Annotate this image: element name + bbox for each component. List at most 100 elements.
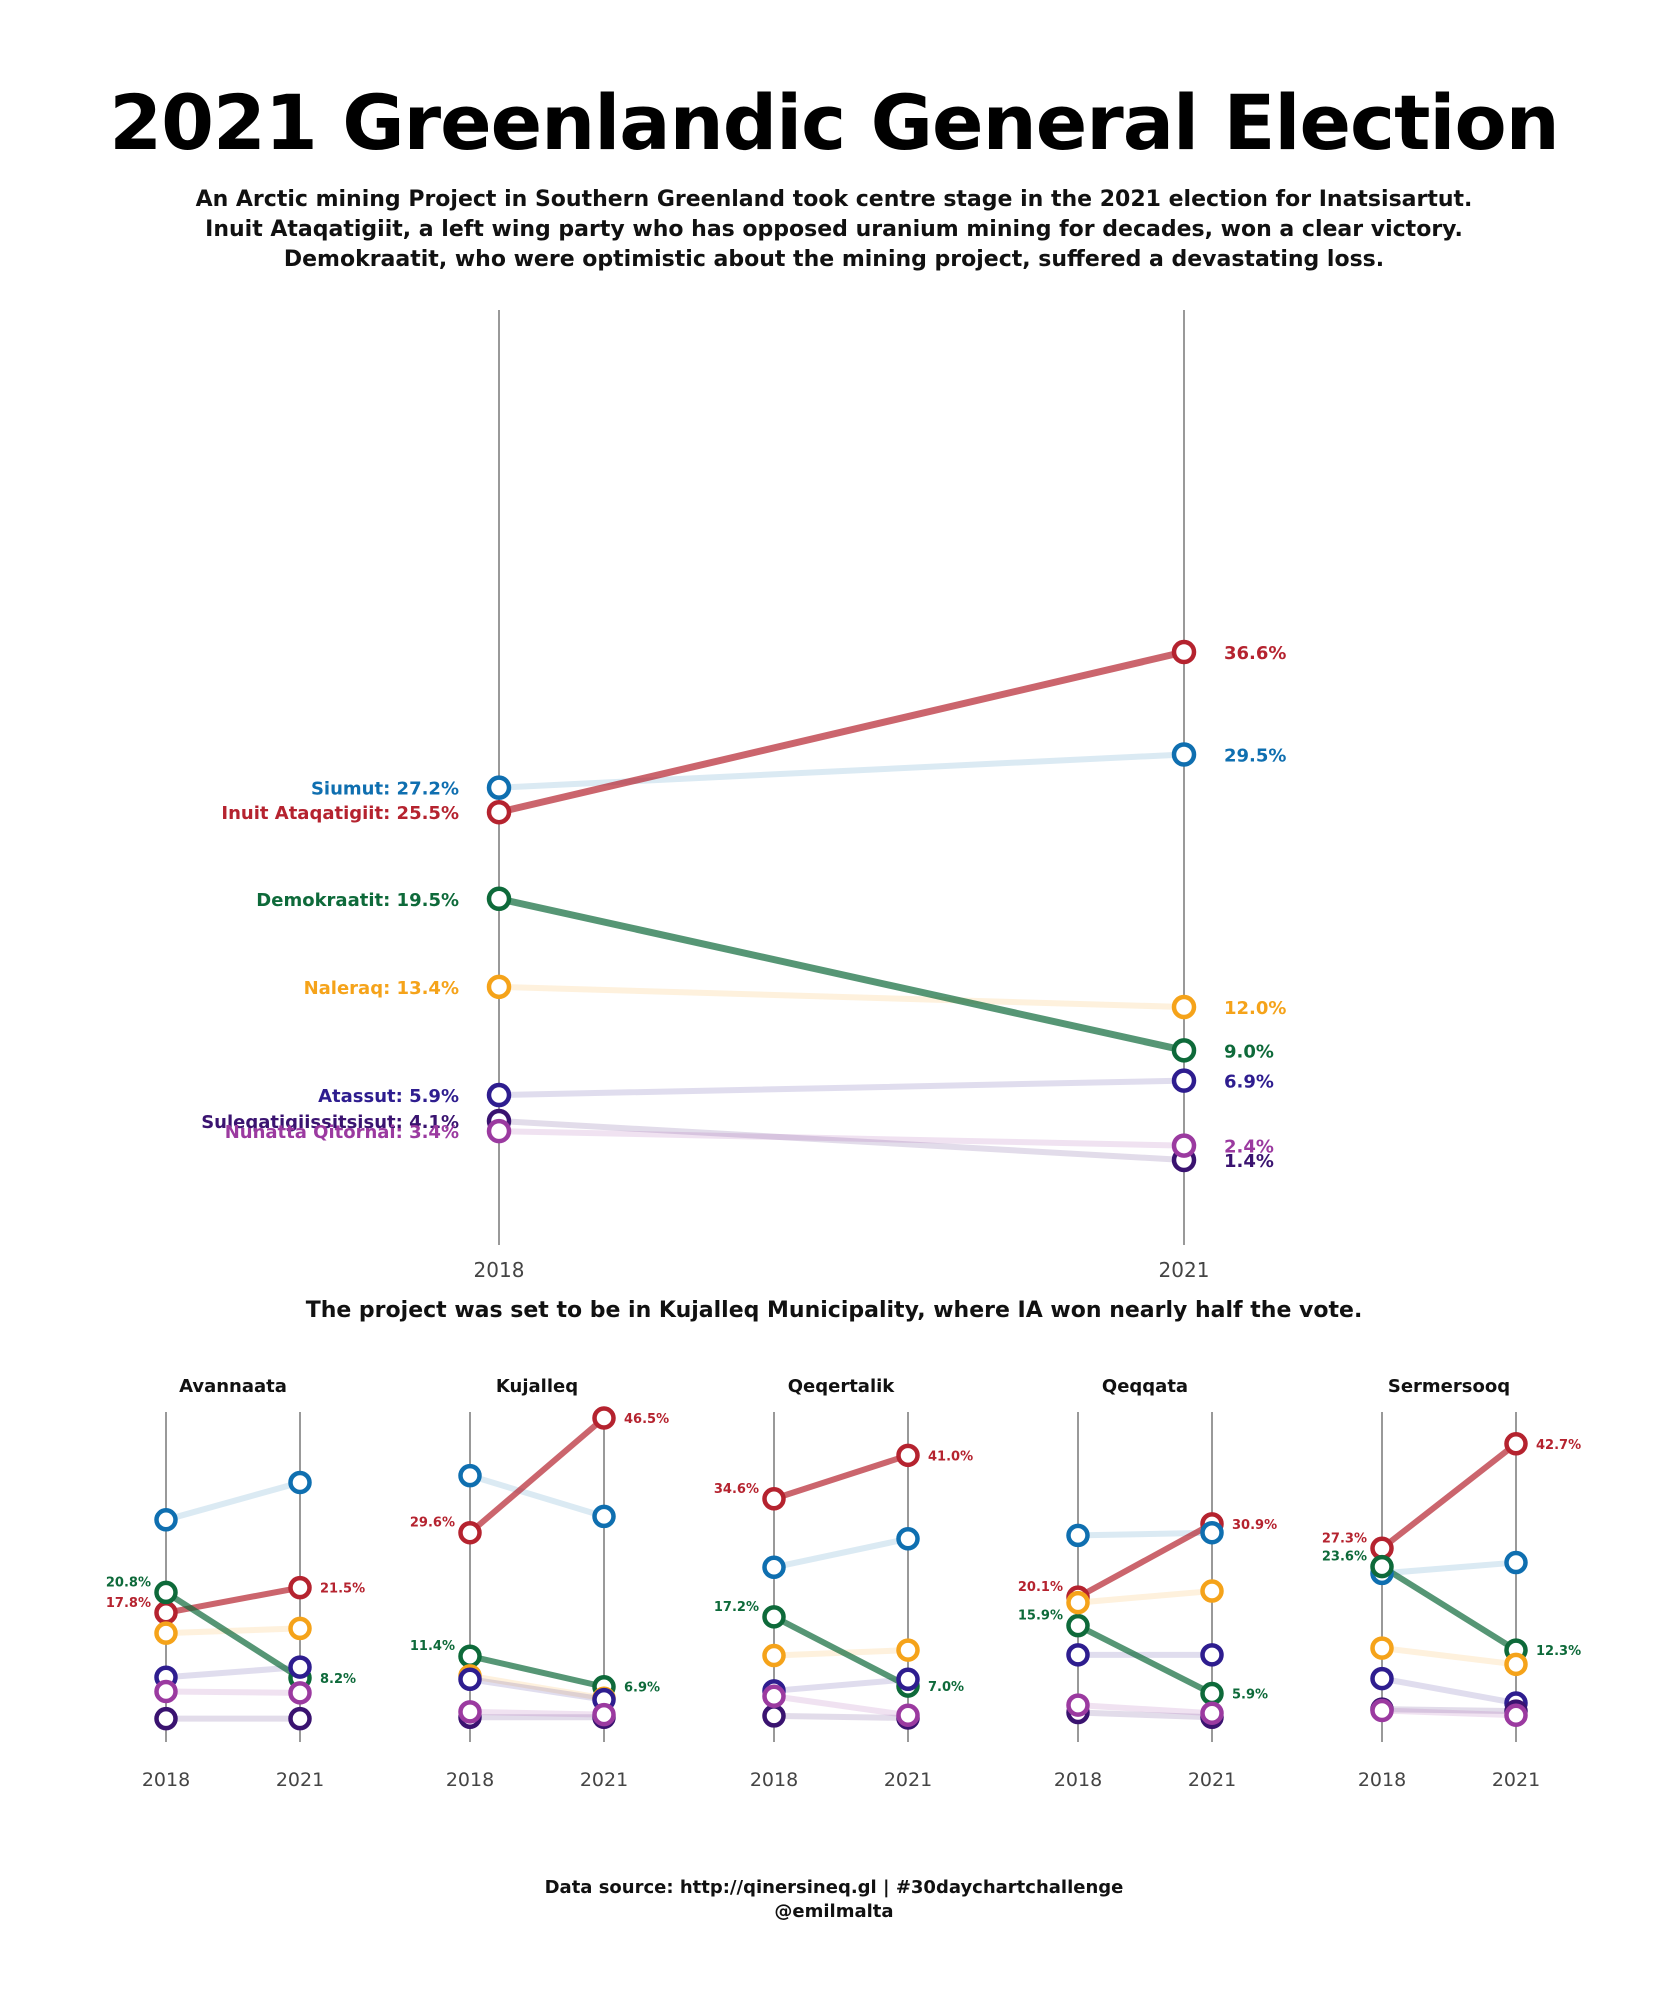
series-line-nunatta-qitornai (496, 1128, 1187, 1149)
panel-point-siumut (1504, 1550, 1528, 1575)
chart-title: 2021 Greenlandic General Election (109, 78, 1560, 167)
panel-point-atassut (288, 1655, 312, 1679)
panel-series-line-demokraatit (1075, 1622, 1215, 1697)
small-multiples-heading: The project was set to be in Kujalleq Mu… (305, 1298, 1363, 1323)
panel-series-line-naleraq (467, 1672, 607, 1702)
panel-point-naleraq (896, 1638, 920, 1662)
panel-point-demokraatit (154, 1580, 178, 1605)
panel-point-nunatta-qitornai (458, 1700, 482, 1724)
panel-label-2021: 5.9% (1232, 1688, 1268, 1703)
panel-x-tick-label: 2021 (580, 1769, 628, 1791)
panel-series-line-siumut (467, 1472, 607, 1520)
chart-subtitle: An Arctic mining Project in Southern Gre… (0, 185, 1668, 275)
panel-point-naleraq (1066, 1590, 1090, 1615)
panel-label-2021: 7.0% (928, 1680, 964, 1695)
panel-series-line-inuit-ataqatigiit (771, 1452, 911, 1502)
data-source-caption: Data source: http://qinersineq.gl | #30d… (544, 1877, 1124, 1898)
label-2021-demokraatit: 9.0% (1224, 1041, 1274, 1062)
label-2021-naleraq: 12.0% (1224, 998, 1286, 1019)
panel-label-2021: 42.7% (1536, 1438, 1581, 1453)
point-inuit-ataqatigiit-2018 (486, 799, 512, 825)
panel-label-2018: 27.3% (1322, 1531, 1367, 1546)
panel-label-2021: 46.5% (624, 1412, 669, 1427)
x-tick-label: 2018 (474, 1258, 525, 1282)
panel-point-naleraq (1504, 1652, 1528, 1677)
point-siumut-2021 (1171, 742, 1197, 767)
panel-point-siumut (762, 1555, 786, 1580)
label-2018-inuit-ataqatigiit: Inuit Ataqatigiit: 25.5% (221, 803, 459, 824)
panel-label-2018: 29.6% (410, 1516, 455, 1531)
point-nunatta-qitornai-2021 (1171, 1133, 1197, 1158)
panel-series-line-siumut (771, 1535, 911, 1571)
panel-point-atassut (1200, 1643, 1224, 1667)
panel-series-line-atassut (163, 1664, 303, 1681)
panel-x-tick-label: 2021 (276, 1769, 324, 1791)
panel-x-tick-label: 2018 (1054, 1769, 1102, 1791)
panel-point-inuit-ataqatigiit (896, 1443, 920, 1468)
panel-label-2018: 17.8% (106, 1596, 151, 1611)
panel-point-inuit-ataqatigiit (762, 1487, 786, 1511)
label-2018-nunatta-qitornai: Nunatta Qitornai: 3.4% (225, 1122, 459, 1143)
panel-series-line-atassut (467, 1676, 607, 1703)
subtitle-line: Demokraatit, who were optimistic about t… (283, 247, 1385, 272)
point-siumut-2018 (486, 775, 512, 800)
panel-point-siumut (592, 1504, 616, 1529)
panel-title: Qeqqata (1102, 1376, 1188, 1397)
panel-point-inuit-ataqatigiit (592, 1406, 616, 1430)
panel-point-suleqatigiissitsisut (288, 1706, 312, 1731)
panel-label-2018: 20.1% (1018, 1580, 1063, 1595)
panel-point-nunatta-qitornai (1504, 1703, 1528, 1727)
panel-series-line-nunatta-qitornai (771, 1693, 911, 1719)
panel-series-line-naleraq (163, 1625, 303, 1637)
panel-x-tick-label: 2021 (884, 1769, 932, 1791)
panel-point-siumut (1200, 1520, 1224, 1545)
panel-series-line-inuit-ataqatigiit (467, 1415, 607, 1536)
point-inuit-ataqatigiit-2021 (1171, 639, 1197, 665)
panel-series-line-inuit-ataqatigiit (163, 1584, 303, 1616)
panel-label-2018: 34.6% (714, 1482, 759, 1497)
panel-point-demokraatit (458, 1644, 482, 1668)
panel-title: Kujalleq (496, 1376, 578, 1397)
panel-avannaata: Avannaata 2018 2021 17.8% 21.5% 20.8% 8.2% (106, 1376, 365, 1791)
panel-qeqqata: Qeqqata 2018 2021 20.1% 30.9% 15.9% 5.9% (1018, 1376, 1277, 1791)
panel-point-atassut (1066, 1643, 1090, 1667)
point-naleraq-2021 (1171, 994, 1197, 1020)
panel-series-line-inuit-ataqatigiit (1379, 1440, 1519, 1552)
panel-point-inuit-ataqatigiit (1504, 1432, 1528, 1456)
label-2018-naleraq: Naleraq: 13.4% (304, 978, 459, 999)
panel-point-naleraq (288, 1616, 312, 1641)
panel-point-naleraq (1200, 1579, 1224, 1603)
panel-label-2021: 21.5% (320, 1582, 365, 1597)
panel-point-naleraq (762, 1643, 786, 1668)
panel-point-demokraatit (1370, 1554, 1394, 1579)
panel-label-2018: 15.9% (1018, 1609, 1063, 1624)
series-line-atassut (496, 1077, 1187, 1099)
panel-point-suleqatigiissitsisut (762, 1704, 786, 1728)
panel-point-demokraatit (1066, 1613, 1090, 1638)
panel-label-2021: 41.0% (928, 1449, 973, 1464)
panel-point-nunatta-qitornai (154, 1679, 178, 1704)
panel-point-nunatta-qitornai (1370, 1698, 1394, 1723)
panel-series-line-demokraatit (1379, 1563, 1519, 1654)
label-2018-siumut: Siumut: 27.2% (311, 779, 459, 800)
panel-title: Sermersooq (1388, 1376, 1510, 1397)
panel-label-2021: 8.2% (320, 1672, 356, 1687)
panel-point-nunatta-qitornai (762, 1684, 786, 1708)
label-2021-inuit-ataqatigiit: 36.6% (1224, 643, 1286, 664)
panel-series-line-nunatta-qitornai (1075, 1702, 1215, 1717)
panel-point-atassut (896, 1667, 920, 1692)
panel-series-line-atassut (1379, 1675, 1519, 1707)
panel-label-2018: 20.8% (106, 1575, 151, 1590)
panel-label-2018: 23.6% (1322, 1550, 1367, 1565)
panel-series-line-demokraatit (163, 1589, 303, 1681)
footer: Data source: http://qinersineq.gl | #30d… (0, 1876, 1668, 1924)
point-naleraq-2018 (486, 974, 512, 1000)
label-2021-siumut: 29.5% (1224, 745, 1286, 766)
panel-series-line-suleqatigiissitsisut (1075, 1709, 1215, 1721)
point-atassut-2018 (486, 1082, 512, 1108)
panel-point-atassut (458, 1667, 482, 1692)
panel-series-line-inuit-ataqatigiit (1075, 1520, 1215, 1601)
panel-series-line-suleqatigiissitsisut (771, 1712, 911, 1721)
panel-kujalleq: Kujalleq 2018 2021 29.6% 46.5% 11.4% 6.9% (410, 1376, 669, 1791)
panel-qeqertalik: Qeqertalik 2018 2021 34.6% 41.0% 17.2% 7.0% (714, 1376, 973, 1791)
